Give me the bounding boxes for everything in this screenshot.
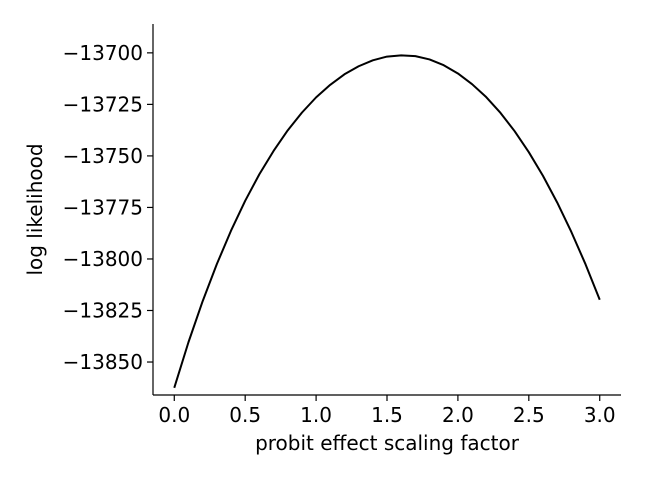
y-tick-label: −13750 — [63, 144, 143, 168]
series-line — [173, 54, 601, 389]
x-tick-label: 2.0 — [442, 403, 474, 427]
x-tick-label: 0.0 — [158, 403, 190, 427]
y-tick-label: −13850 — [63, 350, 143, 374]
x-tick-label: 2.5 — [513, 403, 545, 427]
x-tick-label: 3.0 — [584, 403, 616, 427]
y-axis-label: log likelihood — [23, 143, 47, 275]
series-layer — [173, 54, 601, 389]
x-axis-label: probit effect scaling factor — [255, 431, 520, 455]
y-axis-ticks: −13700 −13725 −13750 −13775 −13800 −13825 −138… — [63, 41, 153, 374]
y-tick-label: −13700 — [63, 41, 143, 65]
plot-area: 0.0 0.5 1.0 1.5 2.0 2.5 3.0 −13700 −13725 −13750… — [63, 24, 621, 427]
x-tick-label: 1.0 — [300, 403, 332, 427]
y-tick-label: −13800 — [63, 247, 143, 271]
y-tick-label: −13725 — [63, 92, 143, 116]
x-axis-ticks: 0.0 0.5 1.0 1.5 2.0 2.5 3.0 — [158, 395, 616, 427]
x-tick-label: 0.5 — [229, 403, 261, 427]
y-tick-label: −13825 — [63, 298, 143, 322]
x-tick-label: 1.5 — [371, 403, 403, 427]
y-tick-label: −13775 — [63, 195, 143, 219]
